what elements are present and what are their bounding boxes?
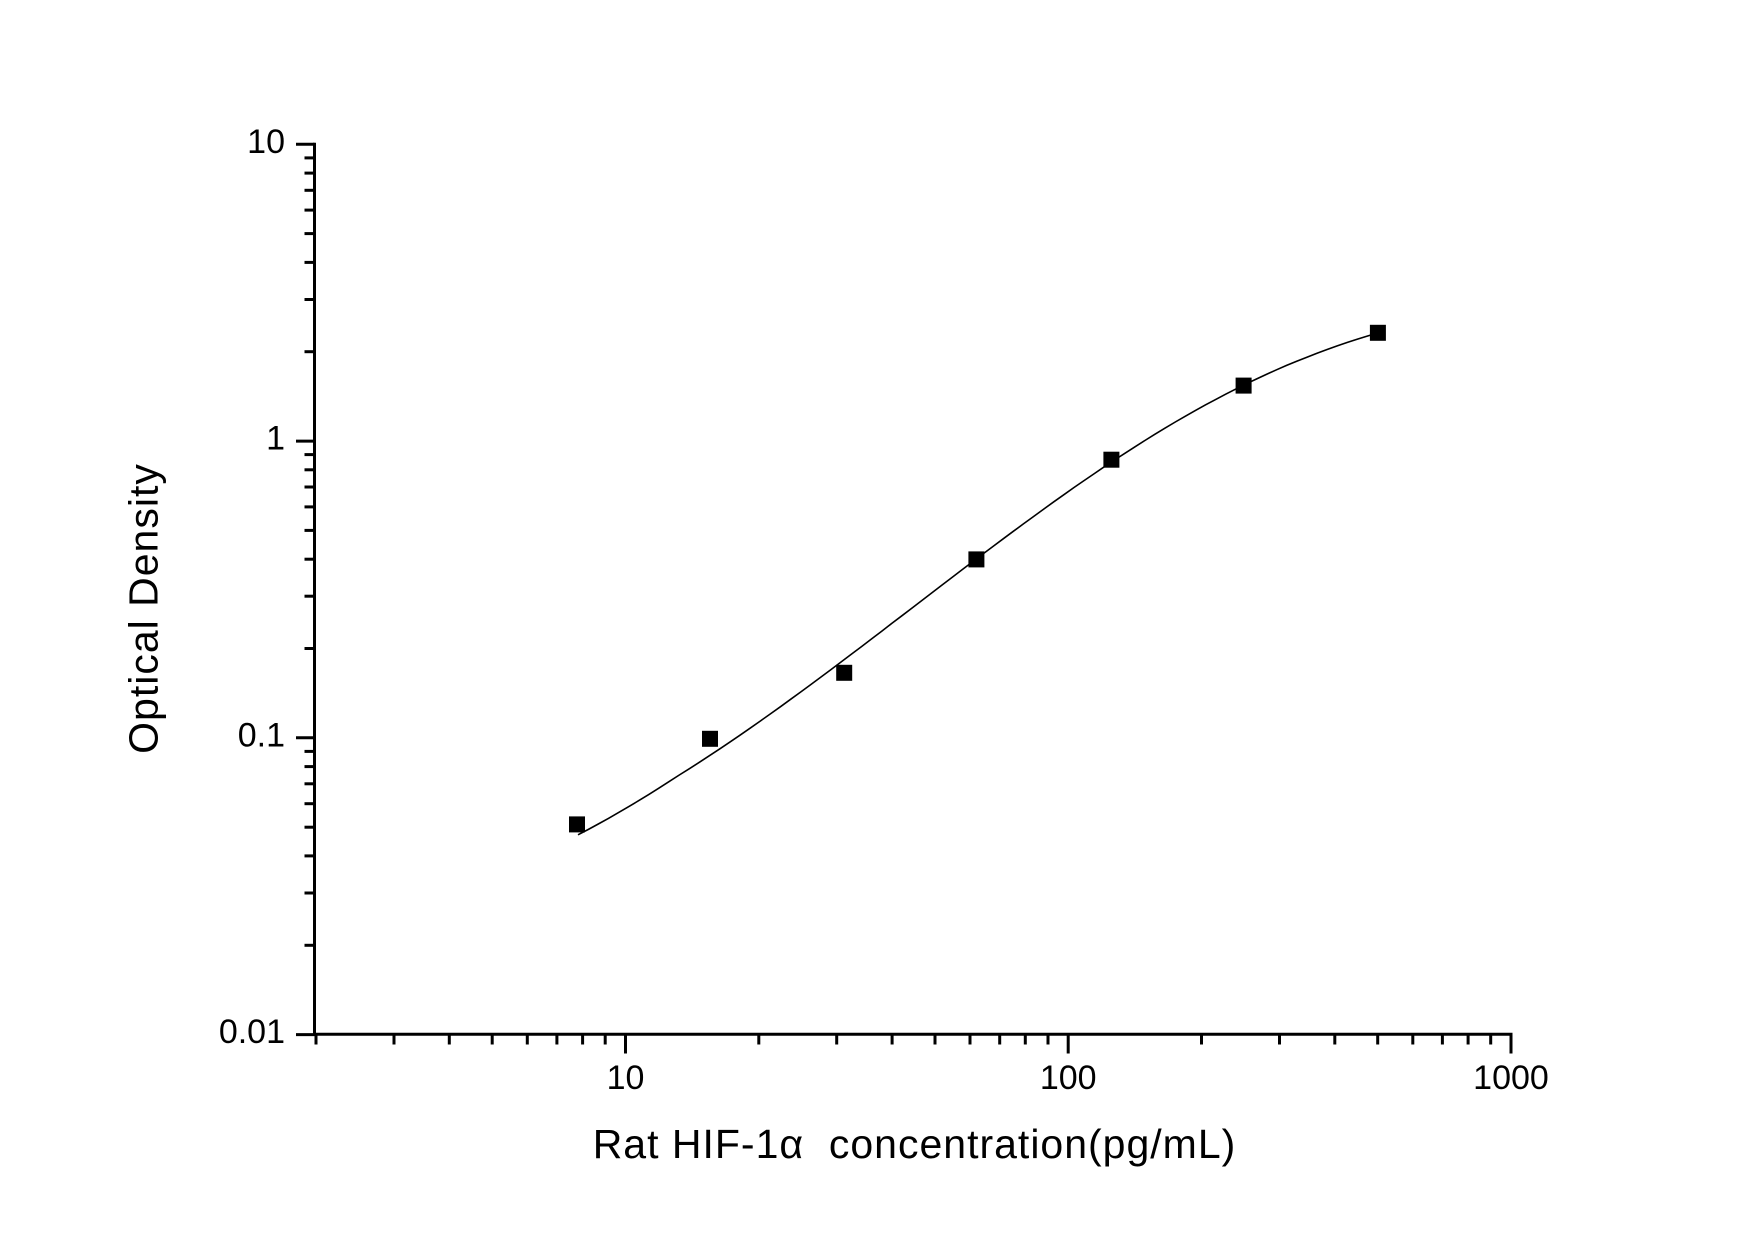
svg-text:10: 10 bbox=[247, 123, 285, 161]
svg-text:Optical Density: Optical Density bbox=[121, 463, 167, 754]
svg-text:10: 10 bbox=[607, 1059, 645, 1097]
svg-text:0.01: 0.01 bbox=[219, 1013, 285, 1051]
svg-text:Rat HIF-1α concentration(pg/m: Rat HIF-1α concentration(pg/mL) bbox=[593, 1121, 1237, 1167]
svg-text:100: 100 bbox=[1040, 1059, 1097, 1097]
svg-text:1: 1 bbox=[266, 420, 285, 458]
svg-text:0.1: 0.1 bbox=[238, 716, 285, 754]
svg-text:1000: 1000 bbox=[1473, 1059, 1549, 1097]
